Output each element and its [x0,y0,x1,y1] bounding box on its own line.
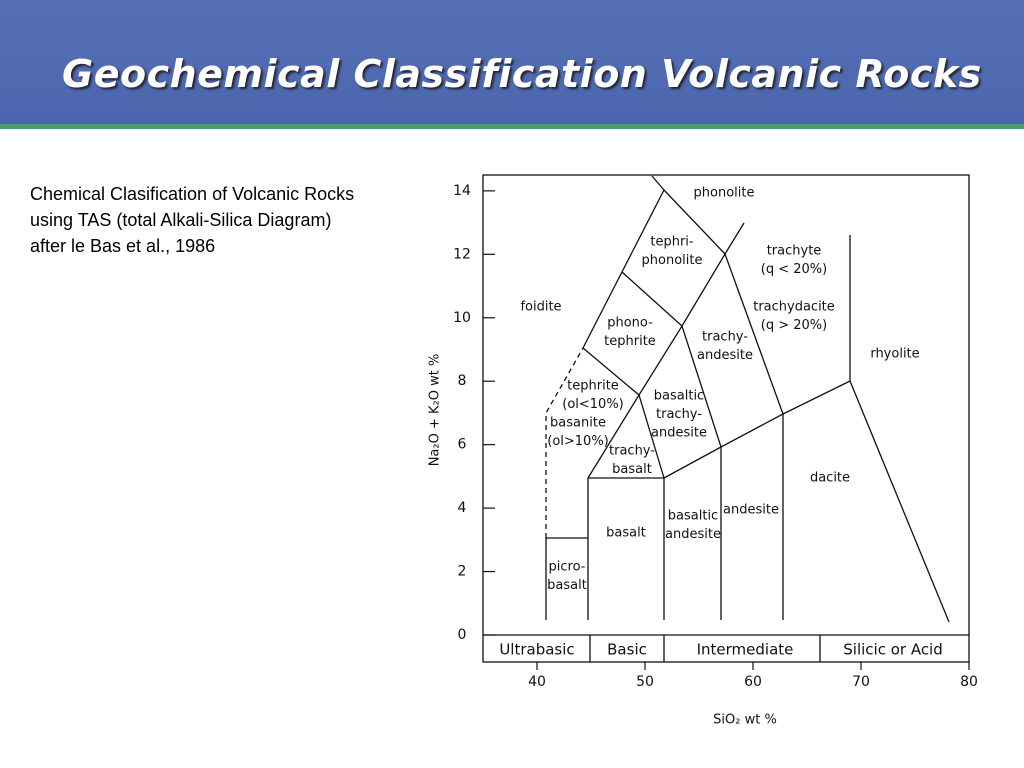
field-label: basaltic [668,509,718,524]
x-tick-label: 60 [744,674,762,690]
x-tick-label: 70 [852,674,870,690]
header-bar: Geochemical Classification Volcanic Rock… [0,0,1024,129]
group-label: Silicic or Acid [843,641,943,659]
field-label: trachy- [609,444,655,459]
y-tick-label: 8 [458,373,467,389]
text-line: Chemical Clasification of Volcanic Rocks [30,184,355,204]
text-line: after le Bas et al., 1986 [30,236,216,256]
field-label: basanite [550,416,606,431]
boundary [588,477,665,620]
boundary [621,271,683,327]
field-label: andesite [697,348,753,363]
y-tick-label: 14 [453,183,471,199]
field-label: tephri- [650,235,694,250]
boundary [651,175,665,191]
field-label: phonolite [694,186,755,201]
frame [482,174,970,663]
field-label: basalt [606,526,646,541]
y-tick-label: 0 [458,627,467,643]
field-label: picro- [549,560,586,575]
y-tick-label: 2 [458,564,467,580]
x-axis-title: SiO₂ wt % [713,713,777,728]
y-axis-title: Na₂O + K₂O wt % [428,354,443,467]
boundary-dashed [545,347,584,538]
field-label: basalt [547,578,587,593]
field-label: trachy- [702,330,748,345]
field-label: tephrite [604,334,656,349]
description: Chemical Clasification of Volcanic Rocks… [30,181,354,259]
x-tick-label: 40 [528,674,546,690]
field-label: (q < 20%) [761,262,827,277]
field-label: foidite [520,300,561,315]
field-boundaries [482,174,970,663]
x-tick-label: 80 [960,674,978,690]
field-label: rhyolite [870,347,919,362]
y-tick-label: 12 [453,246,471,262]
boundary [582,188,745,349]
x-tick-label: 50 [636,674,654,690]
field-label: trachyte [767,244,822,259]
field-label: dacite [810,471,850,486]
field-label: trachy- [656,407,702,422]
boundary [663,380,950,623]
field-label: phonolite [642,253,703,268]
field-label: (ol>10%) [547,434,609,449]
field-label: basalt [612,462,652,477]
field-label: andesite [665,527,721,542]
field-label: andesite [723,503,779,518]
y-tick-label: 10 [453,310,471,326]
field-label: trachydacite [753,300,835,315]
boundary [582,324,722,448]
field-label: (q > 20%) [761,318,827,333]
text-line: using TAS (total Alkali-Silica Diagram) [30,210,332,230]
field-label: tephrite [567,379,619,394]
group-label: Basic [607,641,647,659]
field-label: (ol<10%) [562,397,624,412]
slide-title: Geochemical Classification Volcanic Rock… [62,52,982,96]
y-tick-label: 6 [458,437,467,453]
y-tick-label: 4 [458,500,467,516]
field-label: basaltic [654,389,704,404]
field-labels: phonolite tephri-phonolite trachyte (q < 20… [520,186,919,594]
group-label: Ultrabasic [499,641,574,659]
axes: 40 50 60 70 80 0 2 4 6 8 10 12 14 Ultrabasic Basic Inte… [453,183,978,690]
field-label: andesite [651,426,707,441]
group-label: Intermediate [697,641,794,659]
field-label: phono- [607,316,653,331]
